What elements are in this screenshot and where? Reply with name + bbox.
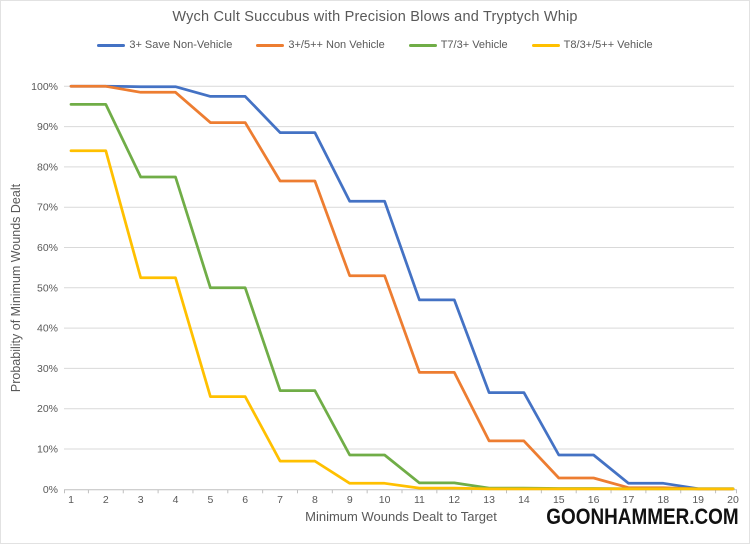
x-tick-label: 9 [347,494,353,506]
legend-label: 3+/5++ Non Vehicle [288,39,385,51]
legend-item-t8-vehicle: T8/3+/5++ Vehicle [531,39,653,51]
y-tick-label: 50% [37,282,58,294]
x-tick-label: 12 [448,494,460,506]
y-tick-label: 80% [37,161,58,173]
x-tick-label: 3 [138,494,144,506]
chart-title: Wych Cult Succubus with Precision Blows … [172,9,578,25]
legend: 3+ Save Non-Vehicle 3+/5++ Non Vehicle T… [1,39,749,51]
x-tick-label: 11 [414,494,425,506]
x-tick-label: 8 [312,494,318,506]
series-line-3-5-non-vehicle [69,84,735,491]
y-tick-label: 40% [37,323,58,335]
y-tick-label: 90% [37,121,58,133]
x-tick-label: 14 [518,494,530,506]
legend-line-swatch-orange [256,43,285,47]
x-axis-title: Minimum Wounds Dealt to Target [305,509,497,524]
x-tick-label: 5 [207,494,213,506]
legend-line-swatch-green [408,43,437,47]
legend-label: 3+ Save Non-Vehicle [129,39,233,51]
legend-line-swatch-yellow [531,43,560,47]
legend-label: T8/3+/5++ Vehicle [563,39,653,51]
legend-item-t7-vehicle: T7/3+ Vehicle [408,39,508,51]
x-tick-label: 4 [173,494,179,506]
legend-line-swatch-blue [97,43,126,47]
x-tick-label: 15 [553,494,565,506]
y-tick-label: 100% [31,81,58,93]
x-tick-label: 1 [68,494,74,506]
y-tick-label: 60% [37,242,58,254]
x-tick-label: 16 [588,494,600,506]
x-tick-label: 13 [483,494,495,506]
legend-label: T7/3+ Vehicle [440,39,508,51]
x-tick-label: 17 [623,494,635,506]
series-line-3-save-non-vehicle [69,84,735,491]
series-line-t8-3-5-vehicle [69,149,735,491]
y-axis-title: Probability of Minimum Wounds Dealt [9,183,23,393]
legend-item-3-save-non-vehicle: 3+ Save Non-Vehicle [97,39,232,51]
y-tick-label: 70% [37,202,58,214]
x-tick-label: 20 [727,494,739,506]
x-tick-label: 19 [692,494,704,506]
y-tick-label: 20% [37,403,58,415]
y-tick-label: 10% [37,444,58,456]
x-tick-label: 2 [103,494,109,506]
goonhammer-watermark: GOONHAMMER.COM [546,504,739,529]
y-tick-label: 30% [37,363,58,375]
x-tick-label: 6 [242,494,248,506]
x-tick-label: 7 [277,494,283,506]
y-tick-label: 0% [43,484,58,496]
x-tick-label: 18 [657,494,669,506]
series-line-t7-3-vehicle [69,103,735,491]
x-tick-label: 10 [379,494,391,506]
legend-item-3-5-non-vehicle: 3+/5++ Non Vehicle [256,39,385,51]
